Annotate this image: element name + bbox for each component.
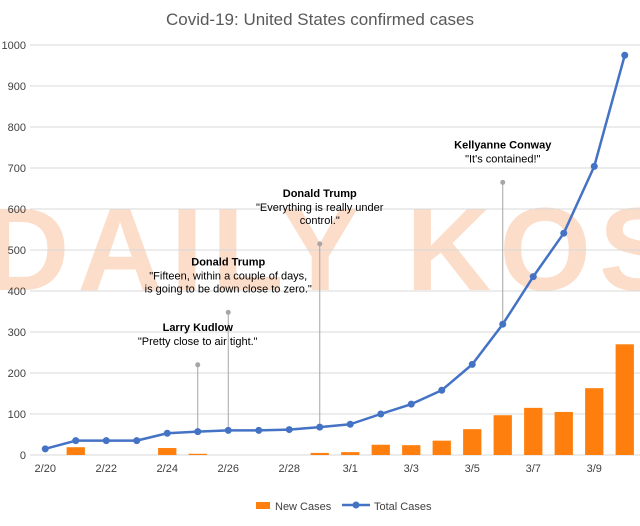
y-tick-label: 400 — [8, 286, 26, 298]
axis-labels: 0 100 200 300 400 500 600 700 800 900 1000 2/20 2/22… — [2, 40, 602, 475]
new-cases-bars — [66, 344, 634, 455]
annotation-texts: Larry Kudlow "Pretty close to air tight."… — [138, 139, 552, 347]
point-total-cases — [316, 423, 324, 431]
legend-label-total-cases: Total Cases — [374, 501, 432, 513]
x-tick-label: 3/7 — [526, 463, 541, 475]
bar-new-cases — [432, 440, 451, 455]
annotation-quote: control." — [300, 215, 340, 227]
point-total-cases — [102, 437, 110, 445]
x-tick-label: 3/5 — [465, 463, 480, 475]
bar-new-cases — [554, 411, 573, 455]
annotation-marker — [500, 179, 506, 185]
annotation-name: Larry Kudlow — [163, 322, 234, 334]
point-total-cases — [560, 229, 568, 237]
y-tick-label: 200 — [8, 368, 26, 380]
point-total-cases — [346, 420, 354, 428]
point-total-cases — [255, 426, 263, 434]
x-tick-label: 3/1 — [343, 463, 358, 475]
point-total-cases — [133, 437, 141, 445]
point-total-cases — [194, 428, 202, 436]
annotation-quote: "It's contained!" — [465, 153, 540, 165]
bar-new-cases — [585, 388, 604, 455]
annotation-marker — [317, 241, 323, 247]
point-total-cases — [377, 410, 385, 418]
bar-new-cases — [341, 452, 360, 455]
bar-new-cases — [615, 344, 634, 455]
bar-new-cases — [402, 445, 421, 455]
y-tick-label: 600 — [8, 204, 26, 216]
x-tick-label: 3/9 — [587, 463, 602, 475]
annotation-name: Kellyanne Conway — [454, 139, 552, 151]
total-cases-line — [41, 51, 629, 453]
y-tick-label: 700 — [8, 163, 26, 175]
bar-new-cases — [66, 447, 85, 455]
point-total-cases — [163, 429, 171, 437]
chart-title: Covid-19: United States confirmed cases — [166, 10, 474, 29]
annotation-quote: "Everything is really under — [256, 202, 384, 214]
point-total-cases — [407, 400, 415, 408]
annotation-marker — [225, 309, 231, 315]
bar-new-cases — [463, 429, 482, 455]
y-tick-label: 1000 — [2, 40, 26, 52]
legend-swatch-new-cases — [256, 502, 270, 509]
point-total-cases — [41, 445, 49, 453]
grid — [30, 44, 640, 456]
x-tick-label: 2/20 — [35, 463, 56, 475]
bar-new-cases — [524, 407, 543, 455]
bar-new-cases — [371, 444, 390, 455]
legend: New Cases Total Cases — [256, 501, 432, 513]
point-total-cases — [590, 162, 598, 170]
legend-label-new-cases: New Cases — [275, 501, 332, 513]
annotation-quote: "Pretty close to air tight." — [138, 336, 258, 348]
point-total-cases — [72, 437, 80, 445]
bar-new-cases — [188, 453, 207, 455]
annotation-marker — [195, 362, 201, 368]
point-total-cases — [621, 51, 629, 59]
y-tick-label: 900 — [8, 81, 26, 93]
annotation-lines — [195, 179, 506, 432]
y-tick-label: 800 — [8, 122, 26, 134]
annotation-name: Donald Trump — [191, 256, 265, 268]
point-total-cases — [285, 426, 293, 434]
annotation-name: Donald Trump — [283, 188, 357, 200]
point-total-cases — [529, 273, 537, 281]
y-tick-label: 300 — [8, 327, 26, 339]
point-total-cases — [224, 426, 232, 434]
x-tick-label: 2/22 — [96, 463, 117, 475]
point-total-cases — [499, 320, 507, 328]
y-tick-label: 0 — [20, 450, 26, 462]
point-total-cases — [468, 360, 476, 368]
y-tick-label: 500 — [8, 245, 26, 257]
legend-marker-total-cases — [352, 501, 360, 509]
x-tick-label: 2/26 — [218, 463, 239, 475]
x-tick-label: 2/28 — [279, 463, 300, 475]
annotation-quote: "Fifteen, within a couple of days, — [149, 270, 307, 282]
point-total-cases — [438, 386, 446, 394]
bar-new-cases — [310, 452, 329, 455]
x-tick-label: 3/3 — [404, 463, 419, 475]
bar-new-cases — [158, 448, 177, 455]
total-cases-polyline — [44, 54, 626, 451]
bar-new-cases — [493, 415, 512, 455]
annotation-quote: is going to be down close to zero." — [145, 283, 312, 295]
x-tick-label: 2/24 — [157, 463, 178, 475]
y-tick-label: 100 — [8, 409, 26, 421]
